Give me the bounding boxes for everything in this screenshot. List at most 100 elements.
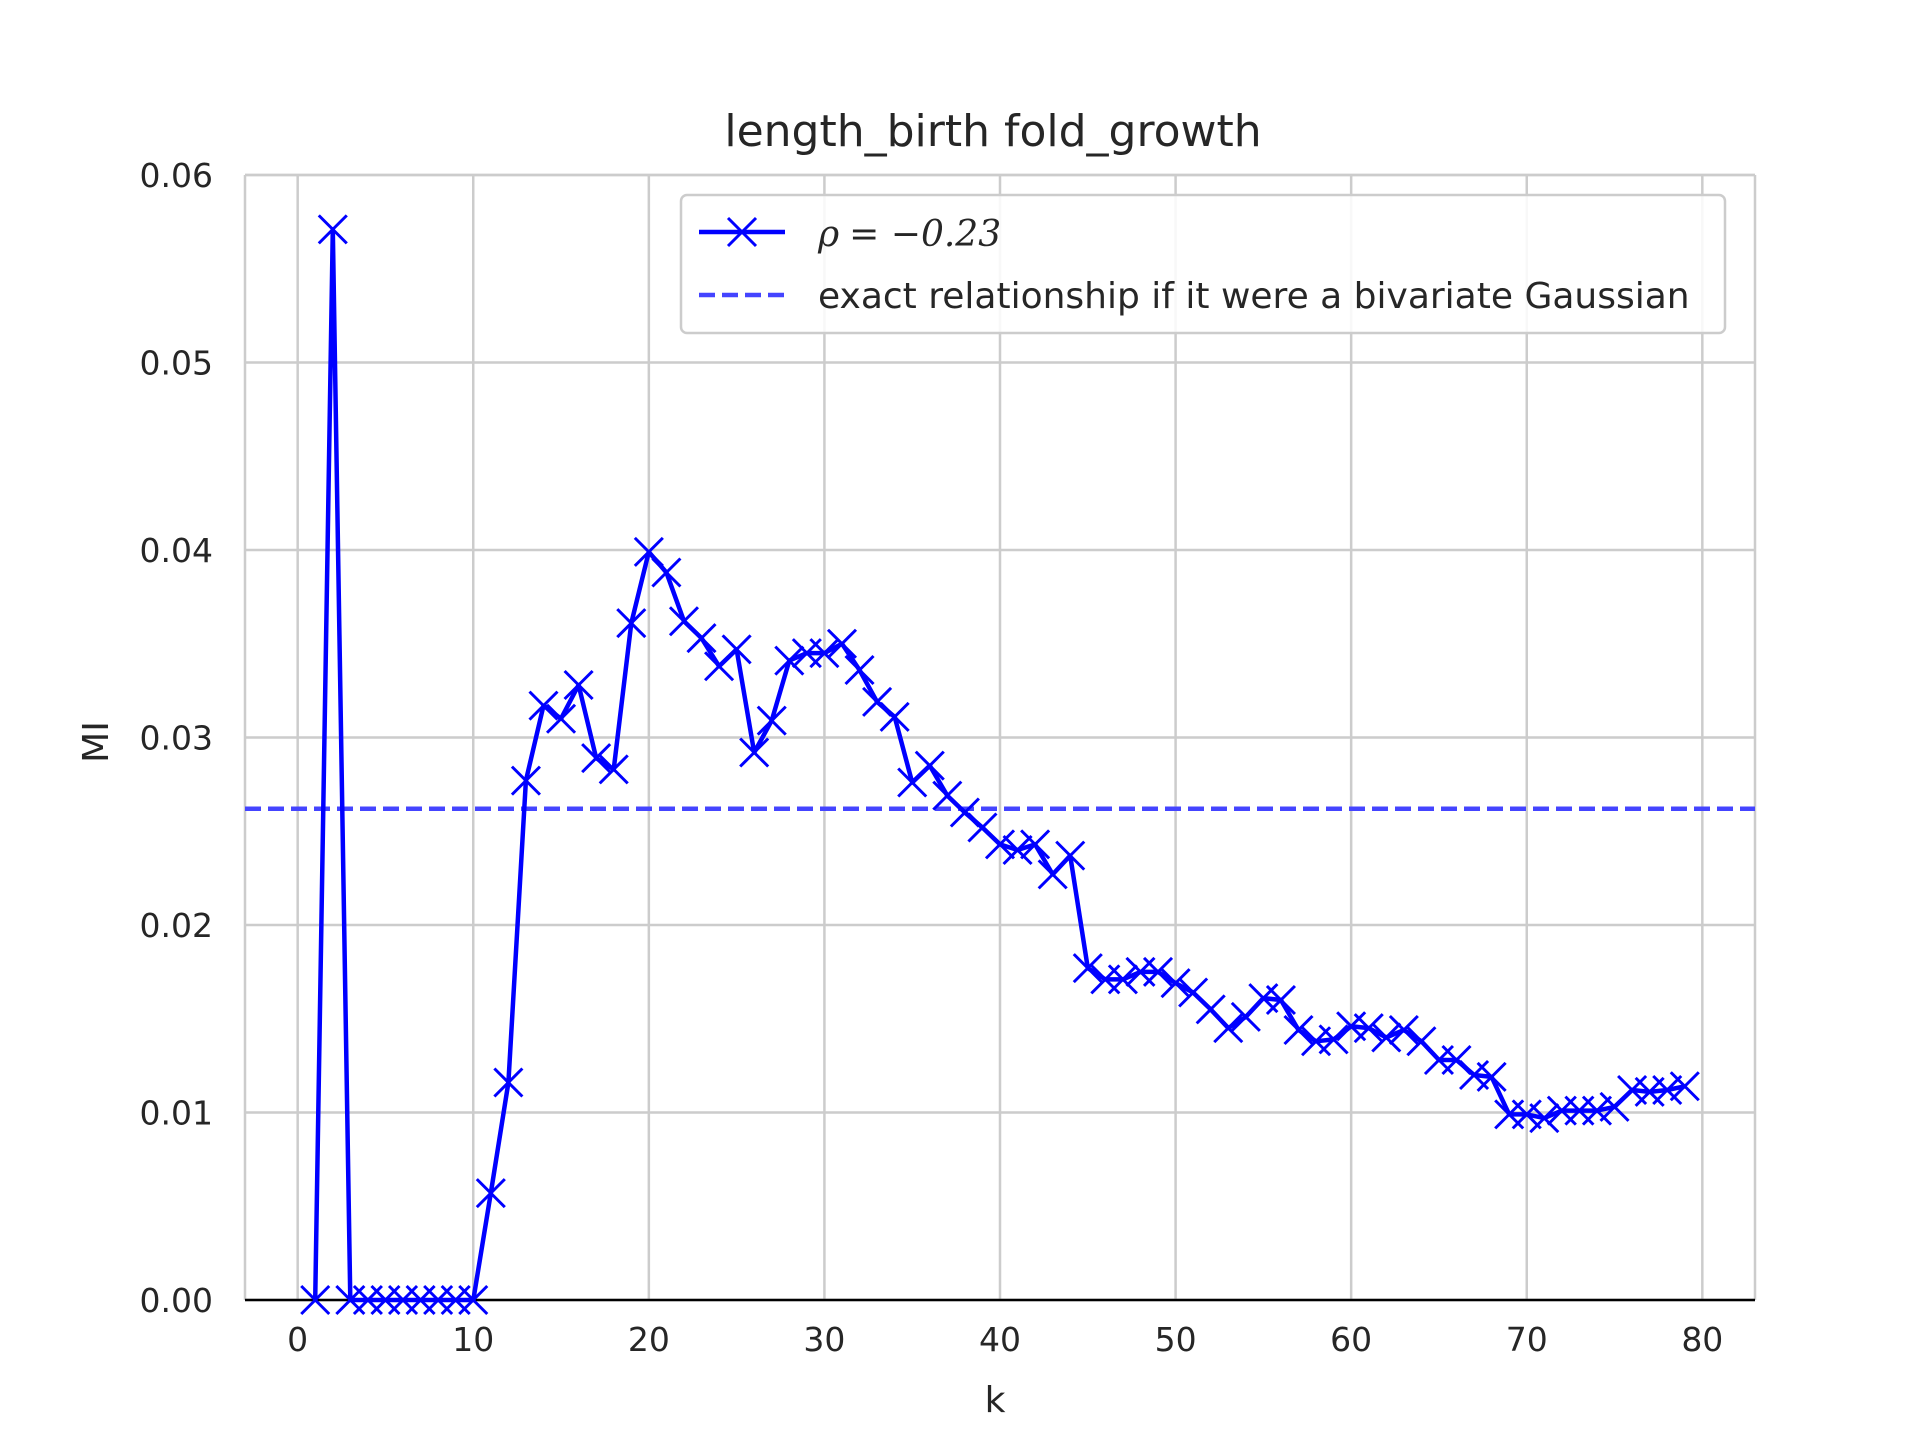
data-point-marker <box>774 645 805 676</box>
marker-stroke <box>1195 994 1226 1025</box>
data-point-marker <box>475 1178 506 1209</box>
data-point-marker <box>1002 834 1033 866</box>
marker-stroke <box>651 557 682 588</box>
marker-stroke <box>1142 956 1174 987</box>
data-point-marker <box>1265 984 1296 1016</box>
y-tick-label: 0.01 <box>140 1094 213 1133</box>
x-tick-label: 80 <box>1681 1320 1723 1359</box>
marker-stroke <box>1178 977 1209 1008</box>
y-tick-label: 0.04 <box>140 531 213 570</box>
marker-stroke <box>616 608 647 639</box>
marker-stroke <box>1476 1061 1507 1092</box>
y-tick-label: 0.06 <box>140 156 213 195</box>
marker-stroke <box>510 765 541 796</box>
legend-rho-value: = −0.23 <box>849 214 1001 255</box>
marker-stroke <box>668 606 700 637</box>
series-layer <box>300 214 1700 1316</box>
marker-stroke <box>1213 1013 1244 1044</box>
data-point-marker <box>1142 956 1174 987</box>
marker-stroke <box>1353 1013 1384 1044</box>
marker-stroke <box>1529 1103 1560 1134</box>
data-point-marker <box>300 1284 331 1316</box>
data-point-marker <box>598 754 629 785</box>
data-point-marker <box>1669 1071 1700 1102</box>
marker-stroke <box>1283 1014 1314 1046</box>
data-point-marker <box>616 608 647 639</box>
marker-stroke <box>1441 1044 1472 1076</box>
marker-stroke <box>1511 1099 1542 1130</box>
marker-stroke <box>1669 1071 1700 1102</box>
marker-stroke <box>844 654 875 686</box>
data-point-marker <box>1476 1061 1507 1092</box>
y-tick-label: 0.00 <box>140 1281 213 1320</box>
data-point-marker <box>844 654 875 686</box>
data-point-marker <box>493 1067 524 1098</box>
y-tick-label: 0.02 <box>140 906 213 945</box>
marker-stroke <box>458 1284 489 1316</box>
data-point-marker <box>1371 1022 1402 1053</box>
data-point-marker <box>1511 1099 1542 1130</box>
data-point-marker <box>633 536 664 567</box>
data-point-marker <box>1318 1024 1349 1055</box>
data-point-marker <box>1441 1044 1472 1076</box>
marker-stroke <box>563 669 594 701</box>
legend-box <box>679 193 1727 335</box>
marker-stroke <box>967 812 998 843</box>
marker-stroke <box>528 690 559 721</box>
marker-stroke <box>1020 829 1051 860</box>
x-tick-label: 20 <box>628 1320 670 1359</box>
x-tick-label: 50 <box>1155 1320 1197 1359</box>
marker-stroke <box>1371 1022 1402 1053</box>
marker-stroke <box>879 701 910 732</box>
data-point-marker <box>721 634 752 665</box>
data-point-marker <box>1353 1013 1384 1044</box>
marker-stroke <box>1652 1074 1683 1106</box>
data-point-marker <box>545 703 577 734</box>
marker-stroke <box>1581 1095 1613 1126</box>
legend-rho-symbol: ρ <box>817 214 839 255</box>
data-point-marker <box>1652 1074 1683 1106</box>
data-point-marker <box>458 1284 489 1316</box>
y-axis-label: MI <box>76 721 117 763</box>
data-point-marker <box>1283 1014 1314 1046</box>
marker-stroke <box>1336 1011 1367 1042</box>
legend-series-marker <box>726 216 758 248</box>
data-point-marker <box>510 765 541 796</box>
marker-stroke <box>581 743 612 774</box>
x-tick-label: 0 <box>287 1320 308 1359</box>
data-point-marker <box>984 829 1016 860</box>
data-point-marker <box>1107 964 1138 995</box>
data-point-marker <box>581 743 612 774</box>
marker-stroke <box>1388 1014 1419 1046</box>
data-point-marker <box>914 750 945 781</box>
marker-stroke <box>1107 964 1138 995</box>
legend: ρ = −0.23 exact relationship if it were a… <box>679 193 1727 335</box>
data-point-marker <box>756 705 787 736</box>
data-point-marker <box>317 214 348 245</box>
marker-stroke <box>317 214 348 245</box>
data-point-marker <box>879 701 910 732</box>
y-tick-labels: 0.00 0.01 0.02 0.03 0.04 0.05 0.06 <box>140 156 213 1320</box>
data-point-marker <box>1160 968 1191 999</box>
data-point-marker <box>739 737 770 768</box>
data-point-marker <box>528 690 559 721</box>
marker-stroke <box>1055 840 1086 871</box>
marker-stroke <box>1265 984 1296 1016</box>
x-tick-labels: 0 10 20 30 40 50 60 70 80 <box>287 1320 1723 1359</box>
axes-frame <box>243 173 1757 1302</box>
marker-stroke <box>1459 1059 1490 1091</box>
x-tick-label: 10 <box>452 1320 494 1359</box>
marker-stroke <box>932 780 963 811</box>
chart-title: length_birth fold_growth <box>724 106 1261 157</box>
marker-stroke <box>914 750 945 781</box>
marker-stroke <box>739 737 770 768</box>
data-point-marker <box>1213 1013 1244 1044</box>
marker-stroke <box>984 829 1016 860</box>
marker-stroke <box>809 638 840 669</box>
data-point-marker <box>686 623 717 654</box>
marker-stroke <box>686 623 717 654</box>
marker-stroke <box>1248 983 1279 1014</box>
x-tick-label: 30 <box>803 1320 845 1359</box>
data-point-marker <box>949 797 980 828</box>
data-point-marker <box>1020 829 1051 860</box>
